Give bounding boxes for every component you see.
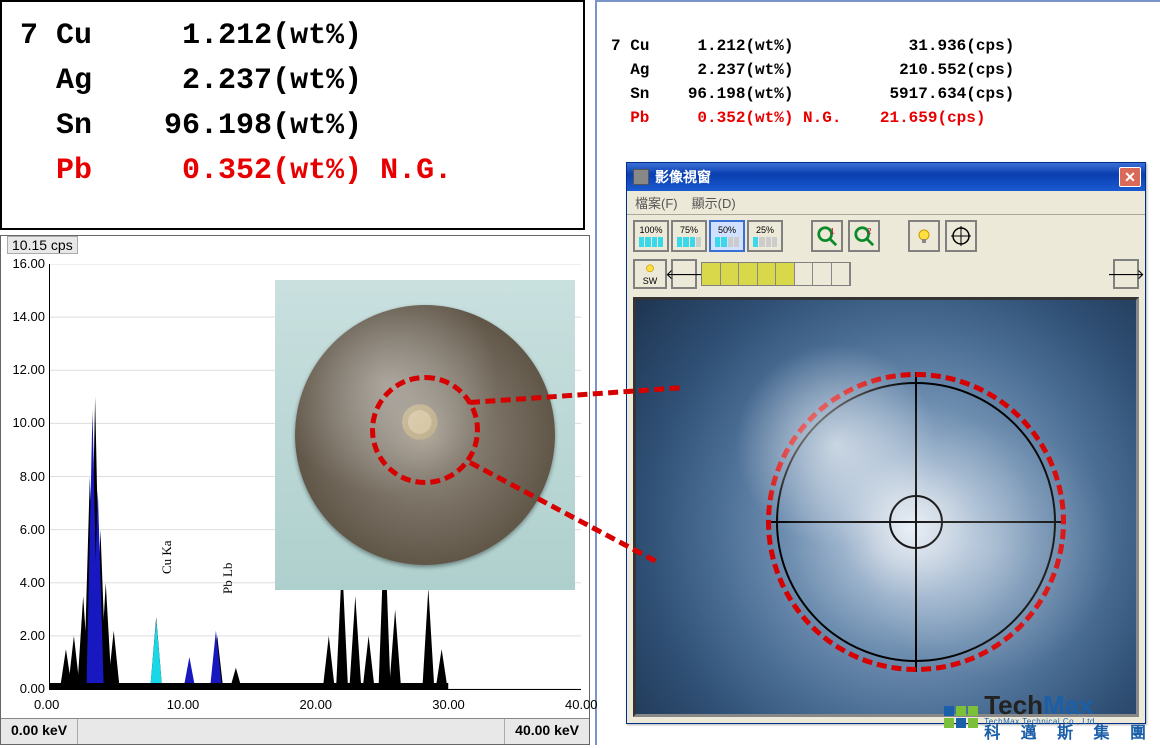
peak-label: Pb Lb bbox=[220, 563, 236, 594]
light-button[interactable] bbox=[908, 220, 940, 252]
y-tick-label: 6.00 bbox=[5, 522, 45, 537]
menu-view[interactable]: 顯示(D) bbox=[692, 193, 736, 212]
logo-icon bbox=[944, 706, 978, 728]
x-tick-label: 0.00 bbox=[34, 697, 59, 712]
image-window: 影像視窗 ✕ 檔案(F) 顯示(D) 100% 75% 50% 25% 1 2 … bbox=[626, 162, 1146, 724]
readout-row-ag: Ag 2.237(wt%) bbox=[20, 59, 565, 104]
target-circle bbox=[370, 375, 480, 485]
peak-label: Cu Ka bbox=[159, 540, 175, 574]
window-icon bbox=[633, 169, 649, 185]
close-button[interactable]: ✕ bbox=[1119, 167, 1141, 187]
x-tick-label: 30.00 bbox=[432, 697, 465, 712]
zoom-25-button[interactable]: 25% bbox=[747, 220, 783, 252]
zoom-100-button[interactable]: 100% bbox=[633, 220, 669, 252]
readout-row-cu: 7 Cu 1.212(wt%) bbox=[20, 14, 565, 59]
y-tick-label: 0.00 bbox=[5, 681, 45, 696]
sw-button[interactable]: SW bbox=[633, 259, 667, 289]
spectrum-bottom-bar: 0.00 keV 40.00 keV bbox=[1, 718, 589, 744]
y-tick-label: 8.00 bbox=[5, 469, 45, 484]
magnify-2-button[interactable]: 2 bbox=[848, 220, 880, 252]
x-tick-label: 40.00 bbox=[565, 697, 598, 712]
zoom-75-button[interactable]: 75% bbox=[671, 220, 707, 252]
svg-text:1: 1 bbox=[830, 227, 835, 236]
y-tick-label: 10.00 bbox=[5, 415, 45, 430]
image-window-titlebar[interactable]: 影像視窗 ✕ bbox=[627, 163, 1145, 191]
image-window-title: 影像視窗 bbox=[655, 167, 711, 187]
magnify-1-button[interactable]: 1 bbox=[811, 220, 843, 252]
image-toolbar-1: 100% 75% 50% 25% 1 2 bbox=[627, 215, 1145, 257]
x-range-max: 40.00 keV bbox=[504, 719, 589, 744]
brightness-up-button[interactable]: 🡒 bbox=[1113, 259, 1139, 289]
y-tick-label: 4.00 bbox=[5, 575, 45, 590]
x-tick-label: 10.00 bbox=[167, 697, 200, 712]
y-tick-label: 14.00 bbox=[5, 309, 45, 324]
image-toolbar-2: SW 🡐 🡒 bbox=[627, 257, 1145, 295]
readout-row-sn: Sn 96.198(wt%) bbox=[20, 104, 565, 149]
target-button[interactable] bbox=[945, 220, 977, 252]
techmax-logo: TechMax TechMax Technical Co., Ltd 科 邁 斯… bbox=[944, 692, 1154, 742]
logo-name: TechMax bbox=[984, 692, 1154, 718]
menu-file[interactable]: 檔案(F) bbox=[635, 193, 678, 212]
y-tick-label: 12.00 bbox=[5, 362, 45, 377]
image-window-menubar: 檔案(F) 顯示(D) bbox=[627, 191, 1145, 215]
y-tick-label: 2.00 bbox=[5, 628, 45, 643]
zoom-50-button[interactable]: 50% bbox=[709, 220, 745, 252]
y-tick-label: 16.00 bbox=[5, 256, 45, 271]
logo-chinese: 科 邁 斯 集 團 bbox=[984, 726, 1154, 742]
sample-photo bbox=[275, 280, 575, 590]
camera-view bbox=[633, 297, 1139, 717]
sample-disc bbox=[295, 305, 555, 565]
spectrum-cps-label: 10.15 cps bbox=[7, 236, 78, 254]
main-readout-panel: 7 Cu 1.212(wt%) Ag 2.237(wt%) Sn 96.198(… bbox=[0, 0, 585, 230]
brightness-down-button[interactable]: 🡐 bbox=[671, 259, 697, 289]
x-tick-label: 20.00 bbox=[300, 697, 333, 712]
brightness-level[interactable] bbox=[701, 262, 851, 286]
crosshair-overlay bbox=[766, 372, 1066, 672]
x-range-min: 0.00 keV bbox=[1, 719, 78, 744]
right-readout: 7 Cu 1.212(wt%) 31.936(cps) Ag 2.237(wt%… bbox=[597, 2, 1160, 130]
svg-text:2: 2 bbox=[867, 227, 872, 236]
readout-row-pb: Pb 0.352(wt%) N.G. bbox=[20, 149, 565, 194]
